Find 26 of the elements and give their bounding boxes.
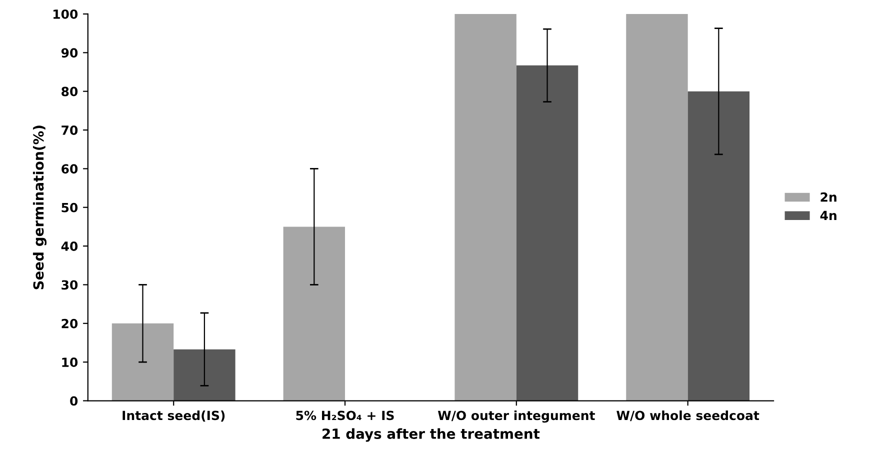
bar [112,323,174,401]
y-tick-label: 100 [53,9,78,19]
bar [688,91,750,401]
x-axis-title: 21 days after the treatment [322,428,540,442]
legend-label: 2n [820,192,836,202]
x-tick-label: 5% H₂SO₄ + IS [296,410,394,420]
y-tick-label: 30 [62,280,78,290]
x-tick-label: Intact seed(IS) [122,410,225,422]
y-tick-label: 70 [62,125,78,135]
y-tick-label: 50 [62,202,78,212]
bar [283,226,346,401]
y-axis-title: Seed germination(%) [32,126,47,290]
y-tick-label: 80 [62,86,78,96]
bar [174,349,236,401]
x-tick-label: W/O whole seedcoat [616,410,760,422]
y-tick-label: 90 [61,48,78,58]
bar [454,14,516,401]
y-tick-label: 60 [62,164,78,174]
y-tick-label: 20 [62,318,78,328]
y-tick-label: 40 [61,242,78,251]
bar [626,14,688,401]
legend-label: 4n [820,210,836,220]
y-tick-label: 0 [70,396,78,406]
y-tick-label: 10 [62,358,78,368]
bar [516,65,578,401]
x-tick-label: W/O outer integument [438,410,595,423]
